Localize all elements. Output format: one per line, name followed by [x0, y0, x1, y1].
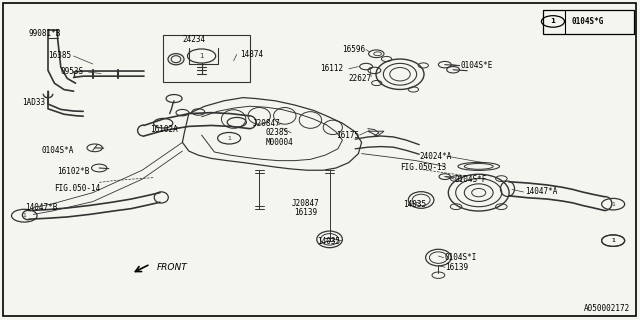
Text: 0104S*G: 0104S*G [572, 17, 604, 26]
Text: 14874: 14874 [240, 50, 263, 59]
Text: 1AD33: 1AD33 [22, 98, 45, 107]
Text: 16102*B: 16102*B [58, 167, 90, 176]
Text: 1: 1 [199, 53, 204, 59]
Text: 0953S: 0953S [61, 68, 84, 76]
Text: 16175: 16175 [336, 132, 359, 140]
Bar [163, 35, 250, 82]
Text: 14047*A: 14047*A [525, 188, 557, 196]
Text: FIG.050-13: FIG.050-13 [400, 164, 446, 172]
Text: 0104S*F: 0104S*F [454, 175, 487, 184]
Text: 14035: 14035 [403, 200, 426, 209]
Text: 0104S*A: 0104S*A [42, 146, 74, 155]
Text: 24024*A: 24024*A [419, 152, 452, 161]
Bar [543, 10, 634, 34]
Text: 16139: 16139 [445, 263, 468, 272]
Text: J20847: J20847 [253, 119, 280, 128]
Text: A050002172: A050002172 [584, 304, 630, 313]
Text: J20847: J20847 [291, 199, 319, 208]
Text: 1: 1 [611, 238, 615, 243]
Text: 14047*B: 14047*B [26, 204, 58, 212]
Text: FRONT: FRONT [157, 263, 188, 272]
Text: 16112: 16112 [320, 64, 343, 73]
Text: 0104S*I: 0104S*I [445, 253, 477, 262]
Text: M00004: M00004 [266, 138, 293, 147]
Text: 0238S: 0238S [266, 128, 289, 137]
Text: 1: 1 [611, 202, 615, 207]
Text: 14035: 14035 [317, 237, 340, 246]
Text: 16139: 16139 [294, 208, 317, 217]
Text: 1: 1 [22, 213, 26, 218]
Text: 24234: 24234 [182, 36, 205, 44]
Text: 16385: 16385 [48, 52, 71, 60]
Text: 16102A: 16102A [150, 125, 178, 134]
Text: 1: 1 [550, 19, 556, 24]
Text: FIG.050-14: FIG.050-14 [54, 184, 100, 193]
Text: 99081*B: 99081*B [29, 29, 61, 38]
Text: 16596: 16596 [342, 45, 365, 54]
Text: 1: 1 [227, 136, 231, 141]
Text: 22627: 22627 [349, 74, 372, 83]
Text: 1: 1 [611, 238, 615, 243]
Text: 0104S*E: 0104S*E [461, 61, 493, 70]
